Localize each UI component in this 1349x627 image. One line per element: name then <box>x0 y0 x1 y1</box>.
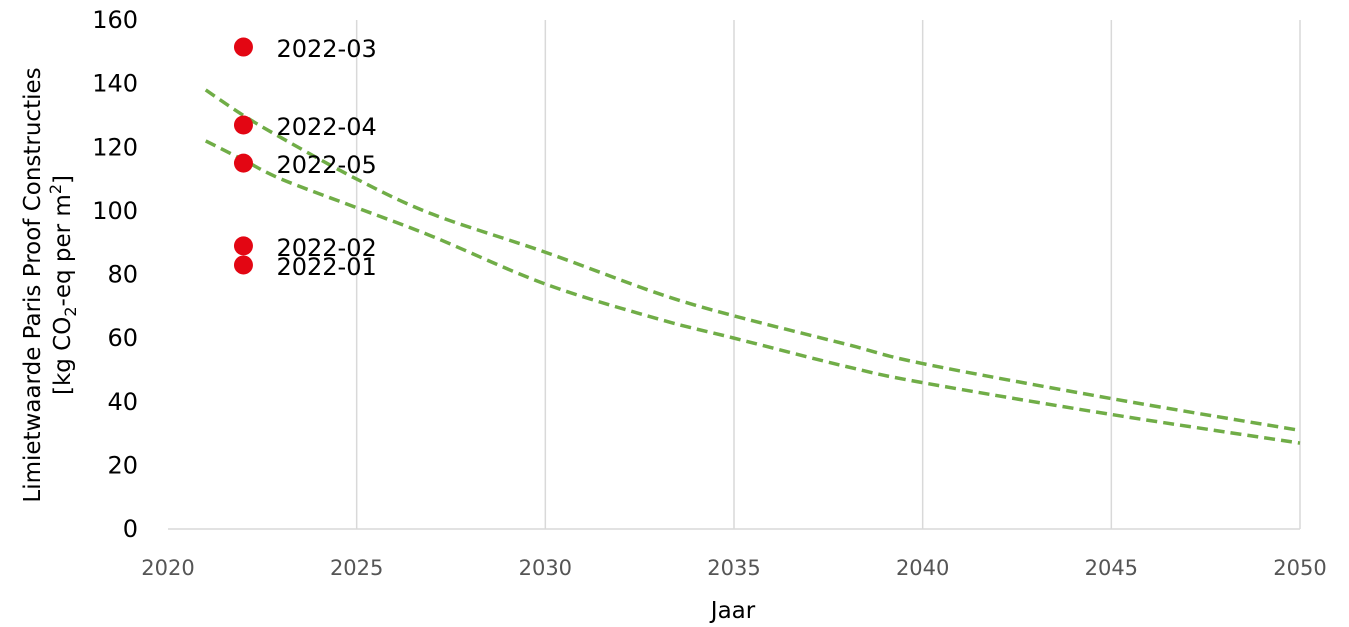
limit-curves <box>204 88 1301 445</box>
data-point-2022-01 <box>233 255 253 275</box>
ylabel-superscript-2: 2 <box>46 184 65 194</box>
y-axis-title: Limietwaarde Paris Proof Constructies [k… <box>20 67 80 502</box>
data-point-label: 2022-05 <box>276 151 376 179</box>
x-tick-label: 2050 <box>1273 556 1326 580</box>
grid-lines <box>355 20 1301 529</box>
y-tick-label: 120 <box>92 133 138 161</box>
data-point-2022-05 <box>233 153 253 173</box>
y-tick-label: 0 <box>123 515 138 543</box>
x-axis-title: Jaar <box>709 598 756 624</box>
y-tick-label: 140 <box>92 70 138 98</box>
x-tick-label: 2040 <box>896 556 949 580</box>
ylabel-part-5: ] <box>50 175 76 184</box>
data-point-2022-03 <box>233 37 253 57</box>
y-axis-title-line2: [kg CO2-eq per m2] <box>46 175 80 395</box>
data-point-label: 2022-02 <box>276 234 376 262</box>
y-tick-label: 40 <box>107 388 138 416</box>
y-tick-label: 100 <box>92 197 138 225</box>
ylabel-part-3: -eq per m <box>50 194 76 306</box>
data-point-label: 2022-04 <box>276 113 376 141</box>
ylabel-part-1: [kg CO <box>50 317 76 395</box>
limit-curve-2 <box>204 139 1301 445</box>
x-tick-label: 2020 <box>141 556 194 580</box>
y-axis-title-line1: Limietwaarde Paris Proof Constructies <box>20 67 46 502</box>
x-tick-label: 2045 <box>1085 556 1138 580</box>
y-tick-label: 60 <box>107 324 138 352</box>
x-tick-label: 2035 <box>707 556 760 580</box>
data-point-label: 2022-01 <box>276 253 376 281</box>
y-tick-labels: 0 20 40 60 80 100 120 140 160 <box>92 6 138 543</box>
limit-curve-1 <box>204 88 1301 433</box>
x-tick-labels: 2020 2025 2030 2035 2040 2045 2050 <box>141 556 1326 580</box>
y-tick-label: 80 <box>107 261 138 289</box>
y-tick-label: 160 <box>92 6 138 34</box>
y-tick-label: 20 <box>107 451 138 479</box>
data-point-2022-02 <box>233 236 253 256</box>
data-point-label: 2022-03 <box>276 35 376 63</box>
x-tick-label: 2025 <box>330 556 383 580</box>
data-point-2022-04 <box>233 115 253 135</box>
ylabel-subscript-2: 2 <box>61 306 80 316</box>
x-tick-label: 2030 <box>519 556 572 580</box>
